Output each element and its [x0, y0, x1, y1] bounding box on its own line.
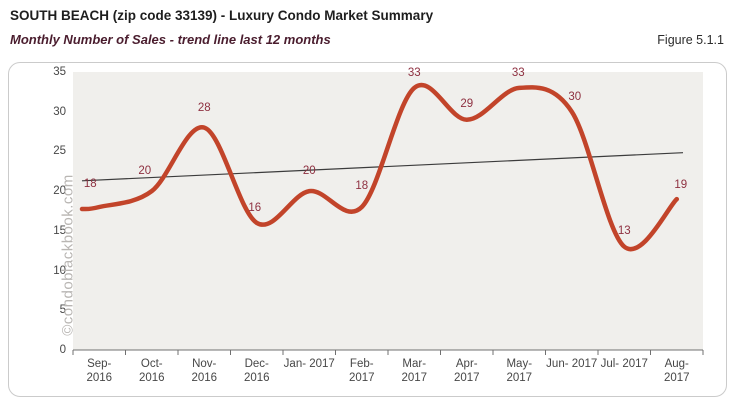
x-axis-label: Sep- 2016 [86, 358, 113, 384]
y-axis-label: 25 [53, 145, 66, 158]
x-axis-label: Mar- 2017 [401, 358, 428, 384]
y-axis-label: 15 [53, 224, 66, 237]
figure-label: Figure 5.1.1 [657, 33, 724, 47]
x-axis-label: Jul- 2017 [600, 358, 648, 370]
data-label: 33 [407, 66, 421, 79]
x-axis-label: Jan- 2017 [283, 358, 335, 370]
plot-area [73, 72, 703, 350]
x-axis-label: Oct- 2016 [138, 358, 165, 384]
y-axis-label: 0 [59, 344, 66, 356]
y-axis-label: 35 [53, 66, 66, 78]
y-axis-label: 30 [53, 105, 66, 118]
data-label: 33 [511, 66, 525, 79]
x-axis-label: Dec- 2016 [243, 358, 270, 384]
y-axis-label: 10 [53, 264, 66, 277]
chart-title: SOUTH BEACH (zip code 33139) - Luxury Co… [10, 8, 434, 23]
y-axis-label: 20 [53, 185, 66, 198]
data-label: 20 [138, 165, 152, 178]
watermark: ©condoblackbook.com [59, 174, 77, 336]
data-label: 16 [248, 201, 262, 214]
y-axis-label: 5 [59, 304, 66, 317]
x-axis-label: Nov- 2016 [191, 358, 218, 384]
x-axis-label: Feb- 2017 [348, 358, 375, 384]
data-label: 20 [302, 165, 316, 178]
x-axis-label: Aug- 2017 [663, 358, 690, 384]
x-axis-label: Jun- 2017 [546, 358, 598, 370]
x-axis-label: Apr- 2017 [453, 358, 480, 384]
chart-subtitle: Monthly Number of Sales - trend line las… [10, 32, 331, 47]
x-axis-ticks [72, 350, 704, 355]
data-label: 19 [674, 179, 688, 192]
data-label: 18 [355, 180, 369, 193]
sales-curve [79, 82, 680, 252]
x-axis-label: May- 2017 [506, 358, 533, 384]
data-label: 28 [197, 101, 211, 114]
data-label: 18 [83, 178, 97, 191]
data-label: 13 [617, 224, 631, 237]
data-label: 29 [460, 97, 474, 110]
data-label: 30 [568, 90, 582, 103]
